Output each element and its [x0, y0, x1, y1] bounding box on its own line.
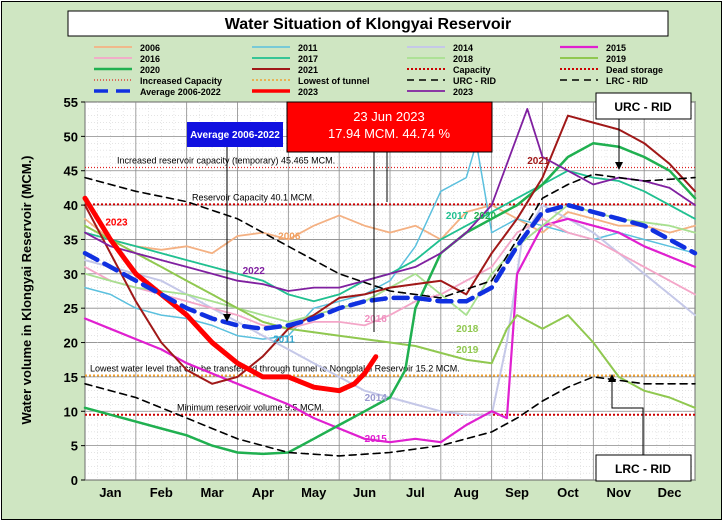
urc-arrow-head	[615, 162, 623, 170]
y-tick-label: 40	[64, 198, 78, 213]
y-tick-label: 55	[64, 95, 78, 110]
series-line-2020	[83, 141, 697, 456]
x-tick-label: Nov	[606, 485, 631, 500]
legend-label: 2020	[140, 65, 160, 75]
x-tick-label: Oct	[557, 485, 579, 500]
title-box	[67, 10, 669, 37]
series-line-2015	[83, 217, 697, 444]
x-tick-label: Jan	[99, 485, 121, 500]
series-label: 2018	[456, 324, 479, 335]
y-tick-label: 0	[71, 473, 78, 488]
legend-label: 2015	[606, 43, 626, 53]
legend-label: URC - RID	[453, 76, 496, 86]
legend-label: 2016	[140, 54, 160, 64]
average-arrow-head	[223, 314, 231, 322]
y-tick-label: 5	[71, 439, 78, 454]
urc-label: URC - RID	[614, 100, 672, 114]
y-tick-label: 25	[64, 301, 78, 316]
legend-label: 2019	[606, 54, 626, 64]
series-label: 2021	[527, 156, 550, 167]
series-line-2019	[84, 224, 696, 409]
lrc-leader-line	[611, 377, 644, 455]
average-label-box	[187, 122, 283, 147]
series-label: 2016	[365, 314, 388, 325]
series-line-2022	[84, 108, 696, 292]
gridlines	[84, 101, 696, 481]
legend-label: Average 2006-2022	[140, 87, 221, 97]
series-line-urc-rid	[84, 173, 696, 299]
x-tick-label: Jul	[406, 485, 425, 500]
series-lines	[82, 108, 698, 457]
lrc-arrow-head	[608, 374, 616, 382]
series-label: 2023	[105, 218, 128, 229]
series-label: 2022	[243, 266, 266, 277]
y-tick-label: 30	[64, 267, 78, 282]
x-tick-label: May	[301, 485, 327, 500]
series-label: 2020	[474, 211, 497, 222]
series-label: 2015	[365, 434, 388, 445]
reference-line-label: Reservoir Capacity 40.1 MCM.	[192, 192, 315, 202]
urc-label-box	[595, 92, 692, 120]
legend-label: 2006	[140, 43, 160, 53]
y-tick-label: 15	[64, 370, 78, 385]
reference-line-label: Increased reservoir capacity (temporary)…	[117, 156, 335, 166]
series-line-2014	[84, 204, 696, 416]
series-label: 2014	[365, 393, 388, 404]
legend-label: Dead storage	[606, 65, 663, 75]
average-label: Average 2006-2022	[190, 130, 280, 141]
legend: 2006 2011 2014 2015 2016 2017 2018 2019 2020 2021…	[94, 43, 663, 97]
legend-label: 2018	[453, 54, 473, 64]
reference-lines: Increased reservoir capacity (temporary)…	[85, 156, 695, 416]
legend-label: Lowest of tunnel	[298, 76, 370, 86]
current-value-box	[286, 101, 493, 153]
legend-label: 2023	[298, 87, 318, 97]
y-tick-label: 45	[64, 164, 78, 179]
y-tick-label: 20	[64, 336, 78, 351]
legend-label: 2021	[298, 65, 318, 75]
legend-label: 2023	[453, 87, 473, 97]
y-tick-label: 10	[64, 404, 78, 419]
x-tick-label: Feb	[150, 485, 173, 500]
series-label: 2017	[446, 211, 469, 222]
legend-label: 2011	[298, 43, 318, 53]
series-label: 2011	[273, 335, 295, 346]
current-value: 17.94 MCM. 44.74 %	[328, 126, 451, 141]
x-tick-label: Aug	[454, 485, 479, 500]
series-label: 2006	[278, 231, 301, 242]
series-line-lrc-rid	[84, 376, 696, 457]
series-label: 2019	[456, 345, 479, 356]
y-tick-label: 35	[64, 232, 78, 247]
legend-label: 2014	[453, 43, 473, 53]
legend-label: Capacity	[453, 65, 491, 75]
legend-label: LRC - RID	[606, 76, 648, 86]
x-tick-label: Jun	[353, 485, 376, 500]
lrc-label-box	[595, 454, 692, 482]
x-tick-label: Mar	[201, 485, 224, 500]
reference-line-label: Minimum reservoir volume 9.5 MCM.	[177, 403, 324, 413]
legend-label: 2017	[298, 54, 318, 64]
current-date: 23 Jun 2023	[353, 109, 425, 124]
series-line-2016	[84, 217, 696, 330]
lrc-label: LRC - RID	[615, 462, 671, 476]
series-line-2006	[84, 204, 696, 255]
x-tick-label: Dec	[658, 485, 682, 500]
series-line-average-2006-2022	[82, 202, 698, 332]
series-line-2023	[82, 195, 379, 394]
x-tick-label: Apr	[252, 485, 274, 500]
y-axis-label: Water volume in Klongyai Reservoir (MCM.…	[19, 156, 34, 425]
y-tick-label: 50	[64, 129, 78, 144]
x-tick-label: Sep	[505, 485, 529, 500]
axis-ticks: 0 5 10 15 20 25 30 35 40 45 50 55 Jan Feb Mar Apr May Jun…	[64, 95, 682, 500]
series-labels: 2023 2006 2022 2011 2016 2014 2015 2017 2020 2018…	[105, 156, 550, 445]
annotations: 23 Jun 2023 17.94 MCM. 44.74 % Average 200…	[187, 92, 692, 482]
legend-label: Increased Capacity	[140, 76, 222, 86]
chart-title: Water Situation of Klongyai Reservoir	[225, 16, 512, 33]
series-line-2021	[84, 114, 696, 385]
reference-line-label: Lowest water level that can be transferr…	[90, 364, 460, 374]
